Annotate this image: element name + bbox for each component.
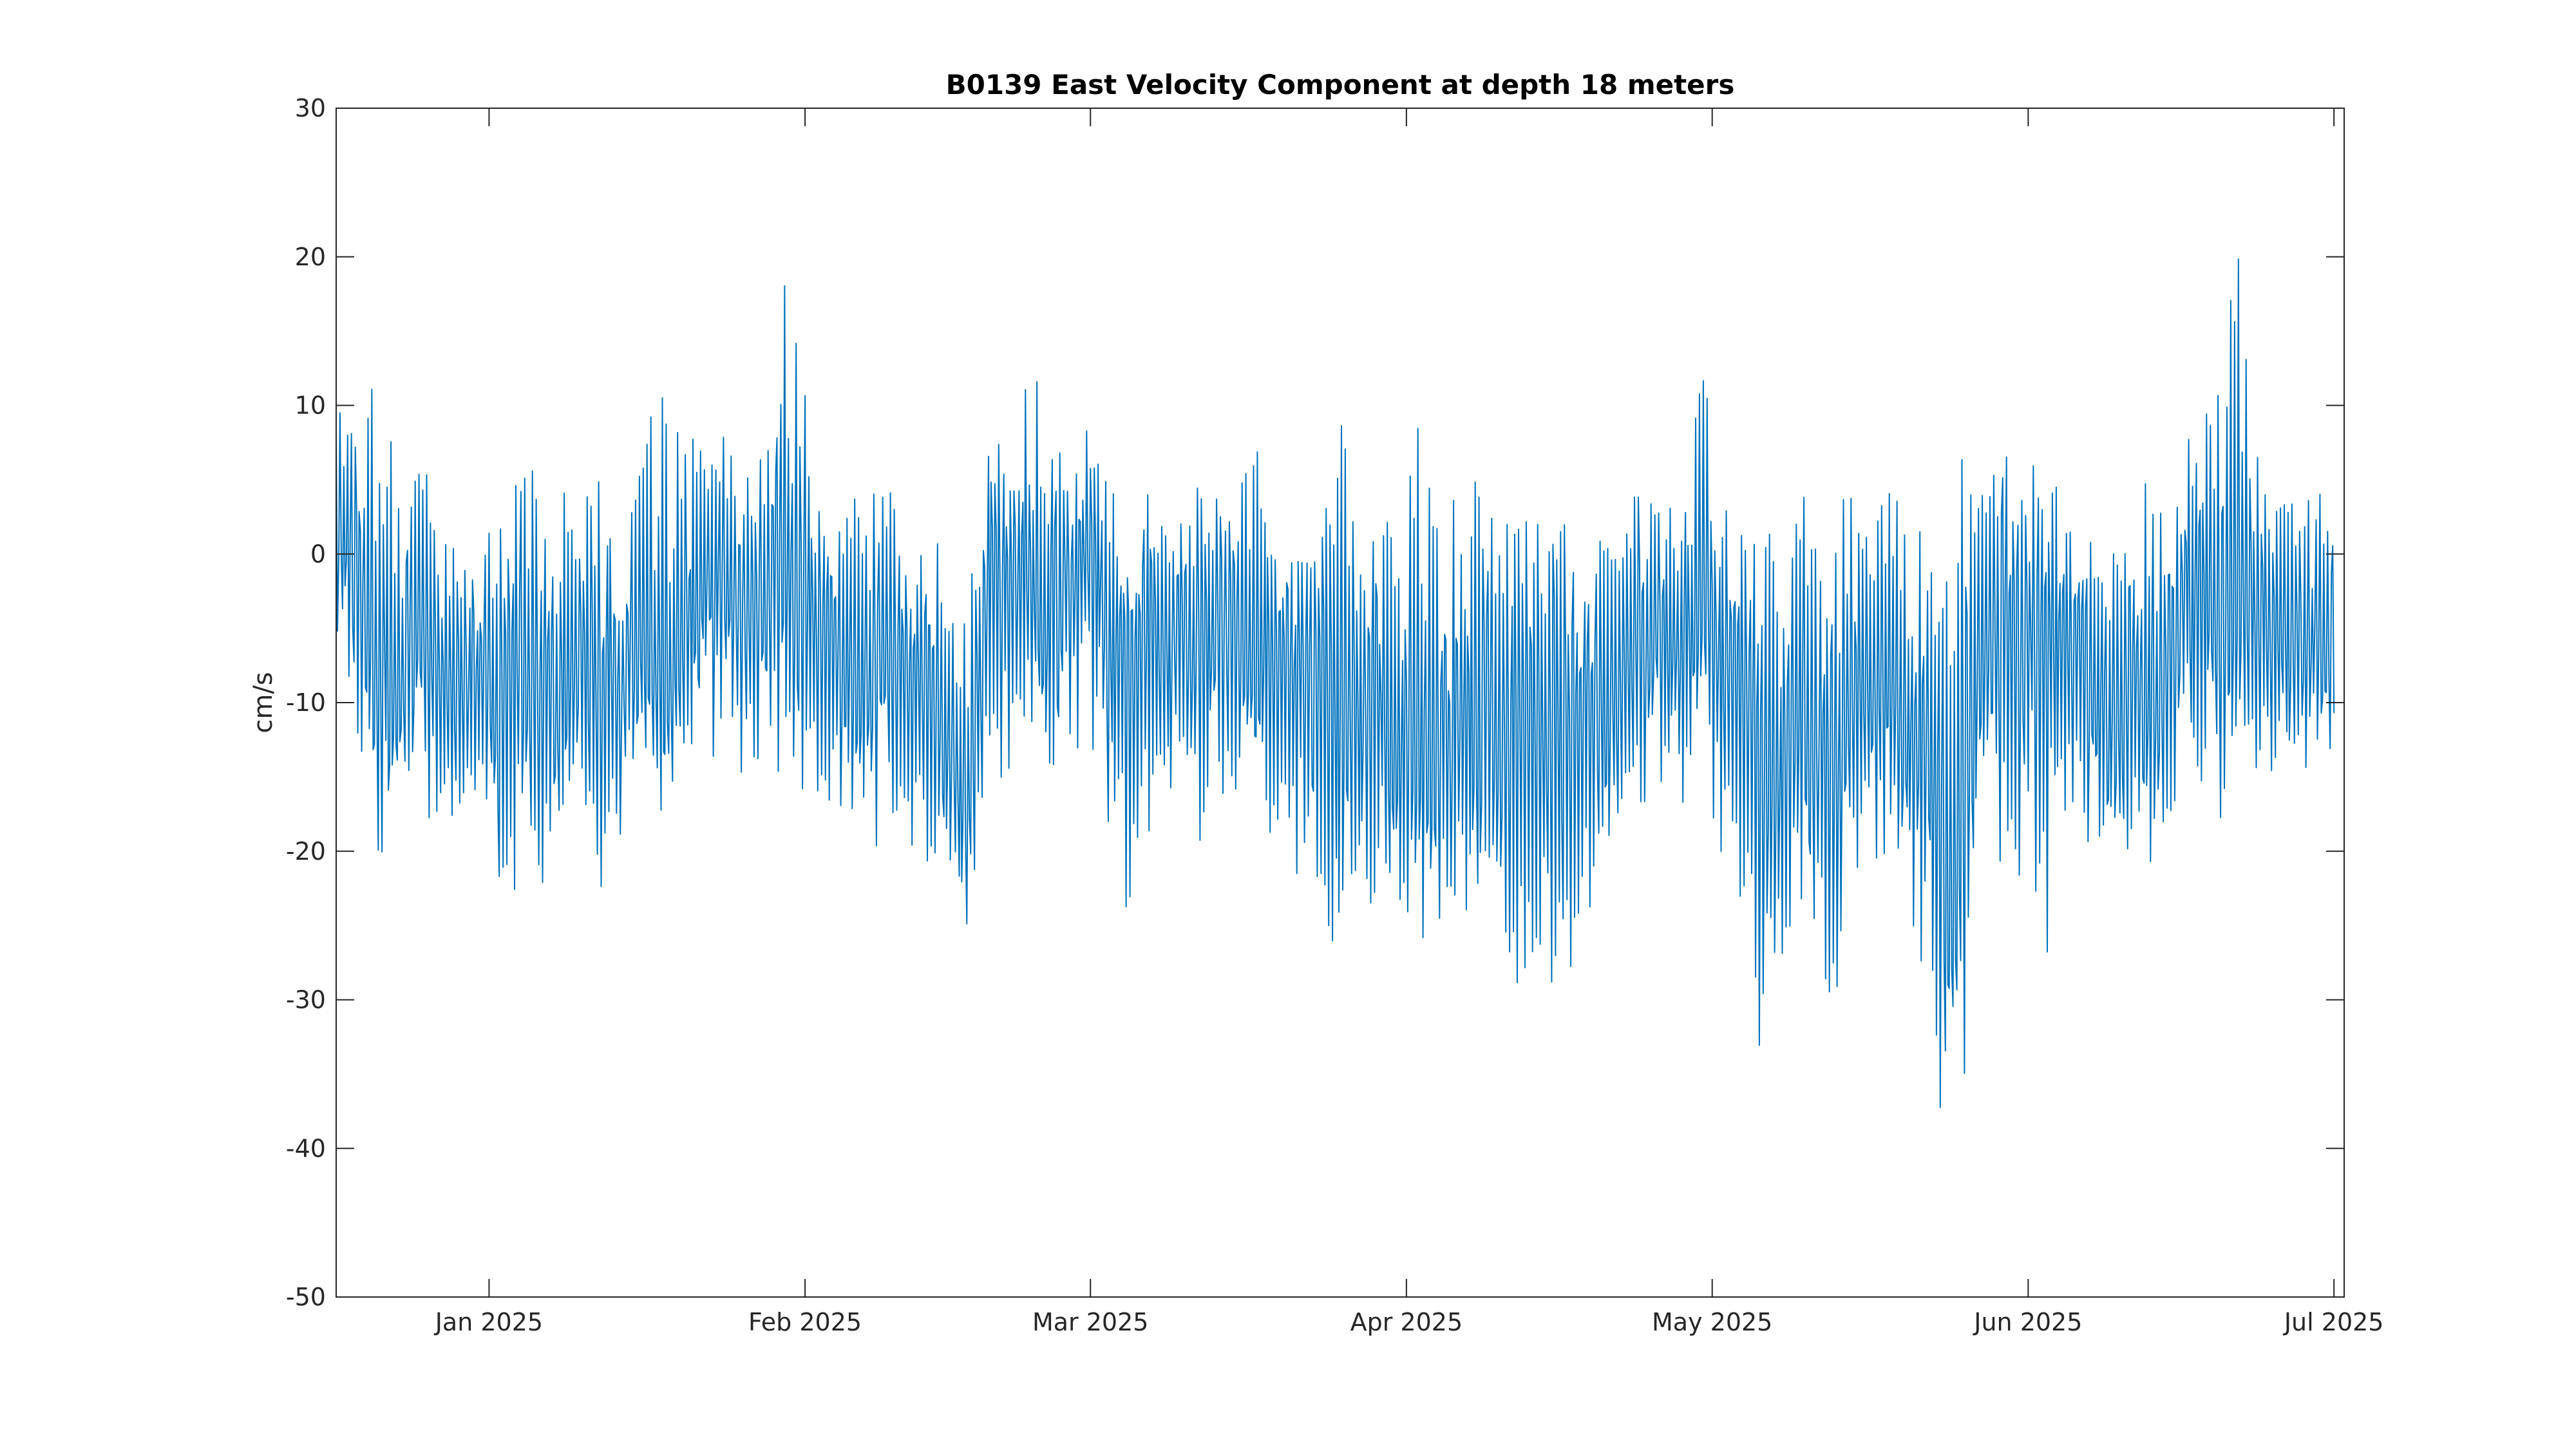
y-tick-label: -10 xyxy=(286,688,326,717)
y-tick-label: -30 xyxy=(286,986,326,1014)
chart-title: B0139 East Velocity Component at depth 1… xyxy=(946,69,1735,100)
x-tick-label: Jul 2025 xyxy=(2283,1308,2384,1336)
x-tick-label: Jan 2025 xyxy=(434,1308,543,1336)
y-tick-label: -40 xyxy=(286,1134,326,1162)
x-tick-label: Jun 2025 xyxy=(1973,1308,2082,1336)
x-tick-label: Mar 2025 xyxy=(1032,1308,1148,1336)
x-tick-label: May 2025 xyxy=(1652,1308,1772,1336)
y-axis-label: cm/s xyxy=(249,672,278,733)
y-tick-label: -20 xyxy=(286,837,326,866)
velocity-series-line xyxy=(336,258,2335,1108)
plot-area-border xyxy=(336,108,2345,1298)
ticks-layer: 30 20 10 0 -10 -20 -30 -40 -50 Jan 2025 Feb 2025 Ma… xyxy=(286,94,2384,1336)
y-tick-label: 0 xyxy=(310,540,326,568)
y-tick-label: 20 xyxy=(295,243,326,271)
y-tick-label: 10 xyxy=(295,392,326,420)
y-tick-label: -50 xyxy=(286,1283,326,1311)
y-tick-label: 30 xyxy=(295,94,326,122)
x-tick-label: Feb 2025 xyxy=(748,1308,862,1336)
series-layer xyxy=(336,258,2335,1108)
x-tick-label: Apr 2025 xyxy=(1350,1308,1463,1336)
